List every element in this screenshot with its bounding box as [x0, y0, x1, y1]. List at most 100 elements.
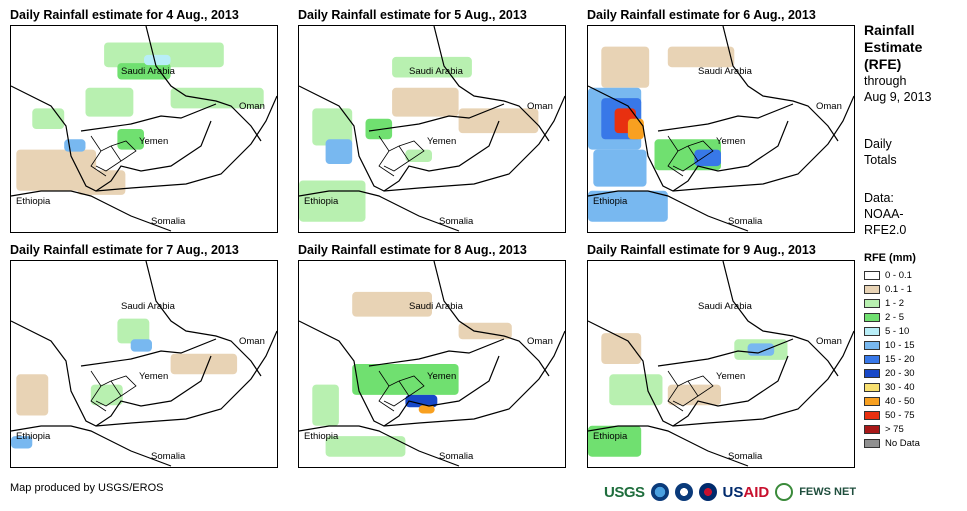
legend-swatch — [864, 396, 880, 406]
rain-patch — [32, 108, 65, 129]
legend-item: 5 - 10 — [864, 326, 909, 338]
rain-patch — [601, 46, 650, 88]
doi-logo — [674, 483, 693, 501]
legend-swatch — [864, 410, 880, 420]
country-label-saudi: Saudi Arabia — [121, 301, 175, 312]
map-credit: Map produced by USGS/EROS — [10, 482, 164, 494]
rainfall-map: Saudi Arabia Oman Yemen Ethiopia Somalia — [587, 260, 855, 468]
rain-patch — [16, 149, 97, 191]
rainfall-map: Saudi Arabia Oman Yemen Ethiopia Somalia — [298, 25, 566, 233]
country-label-somalia: Somalia — [151, 451, 186, 462]
rain-patch — [170, 353, 238, 375]
rain-patch — [601, 333, 642, 364]
rain-patch — [312, 108, 353, 146]
rain-patch — [104, 42, 224, 68]
rain-patch — [667, 46, 735, 68]
border-line — [11, 190, 172, 232]
border-line — [95, 120, 212, 192]
border-line — [11, 320, 277, 427]
rain-patch — [130, 339, 152, 352]
rain-patch — [418, 405, 435, 414]
rain-patch — [312, 384, 339, 426]
rain-patch — [458, 108, 539, 134]
legend-label: 20 - 30 — [885, 368, 915, 379]
legend-label: 0.1 - 1 — [885, 284, 912, 295]
legend-item: > 75 — [864, 424, 904, 436]
governorate-lines — [90, 370, 137, 412]
country-label-somalia: Somalia — [151, 216, 186, 227]
rainfall-map: Saudi Arabia Oman Yemen Ethiopia Somalia — [10, 260, 278, 468]
rainfall-map: Saudi Arabia Oman Yemen Ethiopia Somalia — [10, 25, 278, 233]
rain-patch — [325, 436, 406, 457]
rain-patch — [694, 149, 721, 167]
rain-patch — [117, 318, 150, 344]
border-line — [672, 355, 789, 427]
usaid-logo-aid: AID — [743, 483, 770, 501]
country-label-saudi: Saudi Arabia — [409, 66, 463, 77]
border-line — [299, 320, 565, 427]
legend-swatch — [864, 326, 880, 336]
legend-label: No Data — [885, 438, 920, 449]
country-label-saudi: Saudi Arabia — [409, 301, 463, 312]
legend-item: 0.1 - 1 — [864, 284, 912, 296]
border-line — [588, 85, 854, 192]
rain-patch — [85, 87, 134, 117]
rain-patch — [90, 384, 123, 406]
legend-swatch — [864, 382, 880, 392]
country-label-ethiopia: Ethiopia — [304, 196, 339, 207]
panel-title: Daily Rainfall estimate for 4 Aug., 2013 — [10, 8, 239, 22]
rainfall-map: Saudi Arabia Oman Yemen Ethiopia Somalia — [587, 25, 855, 233]
legend-swatch — [864, 312, 880, 322]
rain-patch — [170, 87, 264, 109]
rain-patch — [352, 291, 432, 317]
border-line — [80, 103, 217, 132]
country-label-saudi: Saudi Arabia — [698, 66, 752, 77]
totals-text: Totals — [864, 153, 897, 167]
rainfall-panel: Daily Rainfall estimate for 5 Aug., 2013… — [298, 8, 566, 233]
border-line — [11, 85, 277, 192]
rain-patch — [325, 139, 353, 165]
border-line — [145, 26, 262, 142]
rain-patch — [609, 374, 663, 406]
country-label-somalia: Somalia — [728, 216, 763, 227]
country-label-ethiopia: Ethiopia — [593, 431, 628, 442]
country-label-somalia: Somalia — [439, 451, 474, 462]
country-label-somalia: Somalia — [439, 216, 474, 227]
rain-patch — [405, 149, 432, 162]
country-label-ethiopia: Ethiopia — [16, 196, 51, 207]
legend-swatch — [864, 298, 880, 308]
rain-patch — [593, 149, 647, 187]
rain-patch — [392, 56, 472, 78]
border-line — [383, 355, 500, 427]
rainfall-panel: Daily Rainfall estimate for 9 Aug., 2013… — [587, 243, 855, 468]
border-line — [145, 261, 262, 377]
country-label-somalia: Somalia — [728, 451, 763, 462]
border-line — [299, 425, 460, 467]
country-label-oman: Oman — [816, 101, 842, 112]
logos-bar: USGS USAID FEWS NET — [604, 480, 856, 504]
legend-item: 40 - 50 — [864, 396, 915, 408]
panel-title: Daily Rainfall estimate for 7 Aug., 2013 — [10, 243, 239, 257]
daily-totals: Daily Totals — [864, 136, 964, 168]
usgs-logo: USGS — [604, 483, 645, 501]
legend-item: 0 - 0.1 — [864, 270, 912, 282]
rainfall-panel: Daily Rainfall estimate for 6 Aug., 2013… — [587, 8, 855, 233]
panel-title: Daily Rainfall estimate for 5 Aug., 2013 — [298, 8, 527, 22]
legend: RFE (mm) 0 - 0.1 0.1 - 1 1 - 2 2 - 5 5 - 10 1… — [864, 252, 964, 472]
border-line — [11, 425, 172, 467]
legend-swatch — [864, 368, 880, 378]
governorate-lines — [90, 135, 137, 177]
fews-net-icon — [775, 483, 794, 501]
legend-swatch — [864, 270, 880, 280]
rain-patch — [11, 436, 33, 449]
rain-patch — [392, 87, 459, 117]
rain-patch — [627, 118, 644, 140]
border-line — [368, 338, 505, 367]
country-label-oman: Oman — [239, 336, 265, 347]
border-line — [657, 103, 794, 132]
rain-patch — [405, 394, 438, 408]
legend-label: 0 - 0.1 — [885, 270, 912, 281]
rain-patch — [144, 54, 171, 66]
country-label-oman: Oman — [239, 101, 265, 112]
legend-title-line1: Rainfall — [864, 22, 915, 38]
